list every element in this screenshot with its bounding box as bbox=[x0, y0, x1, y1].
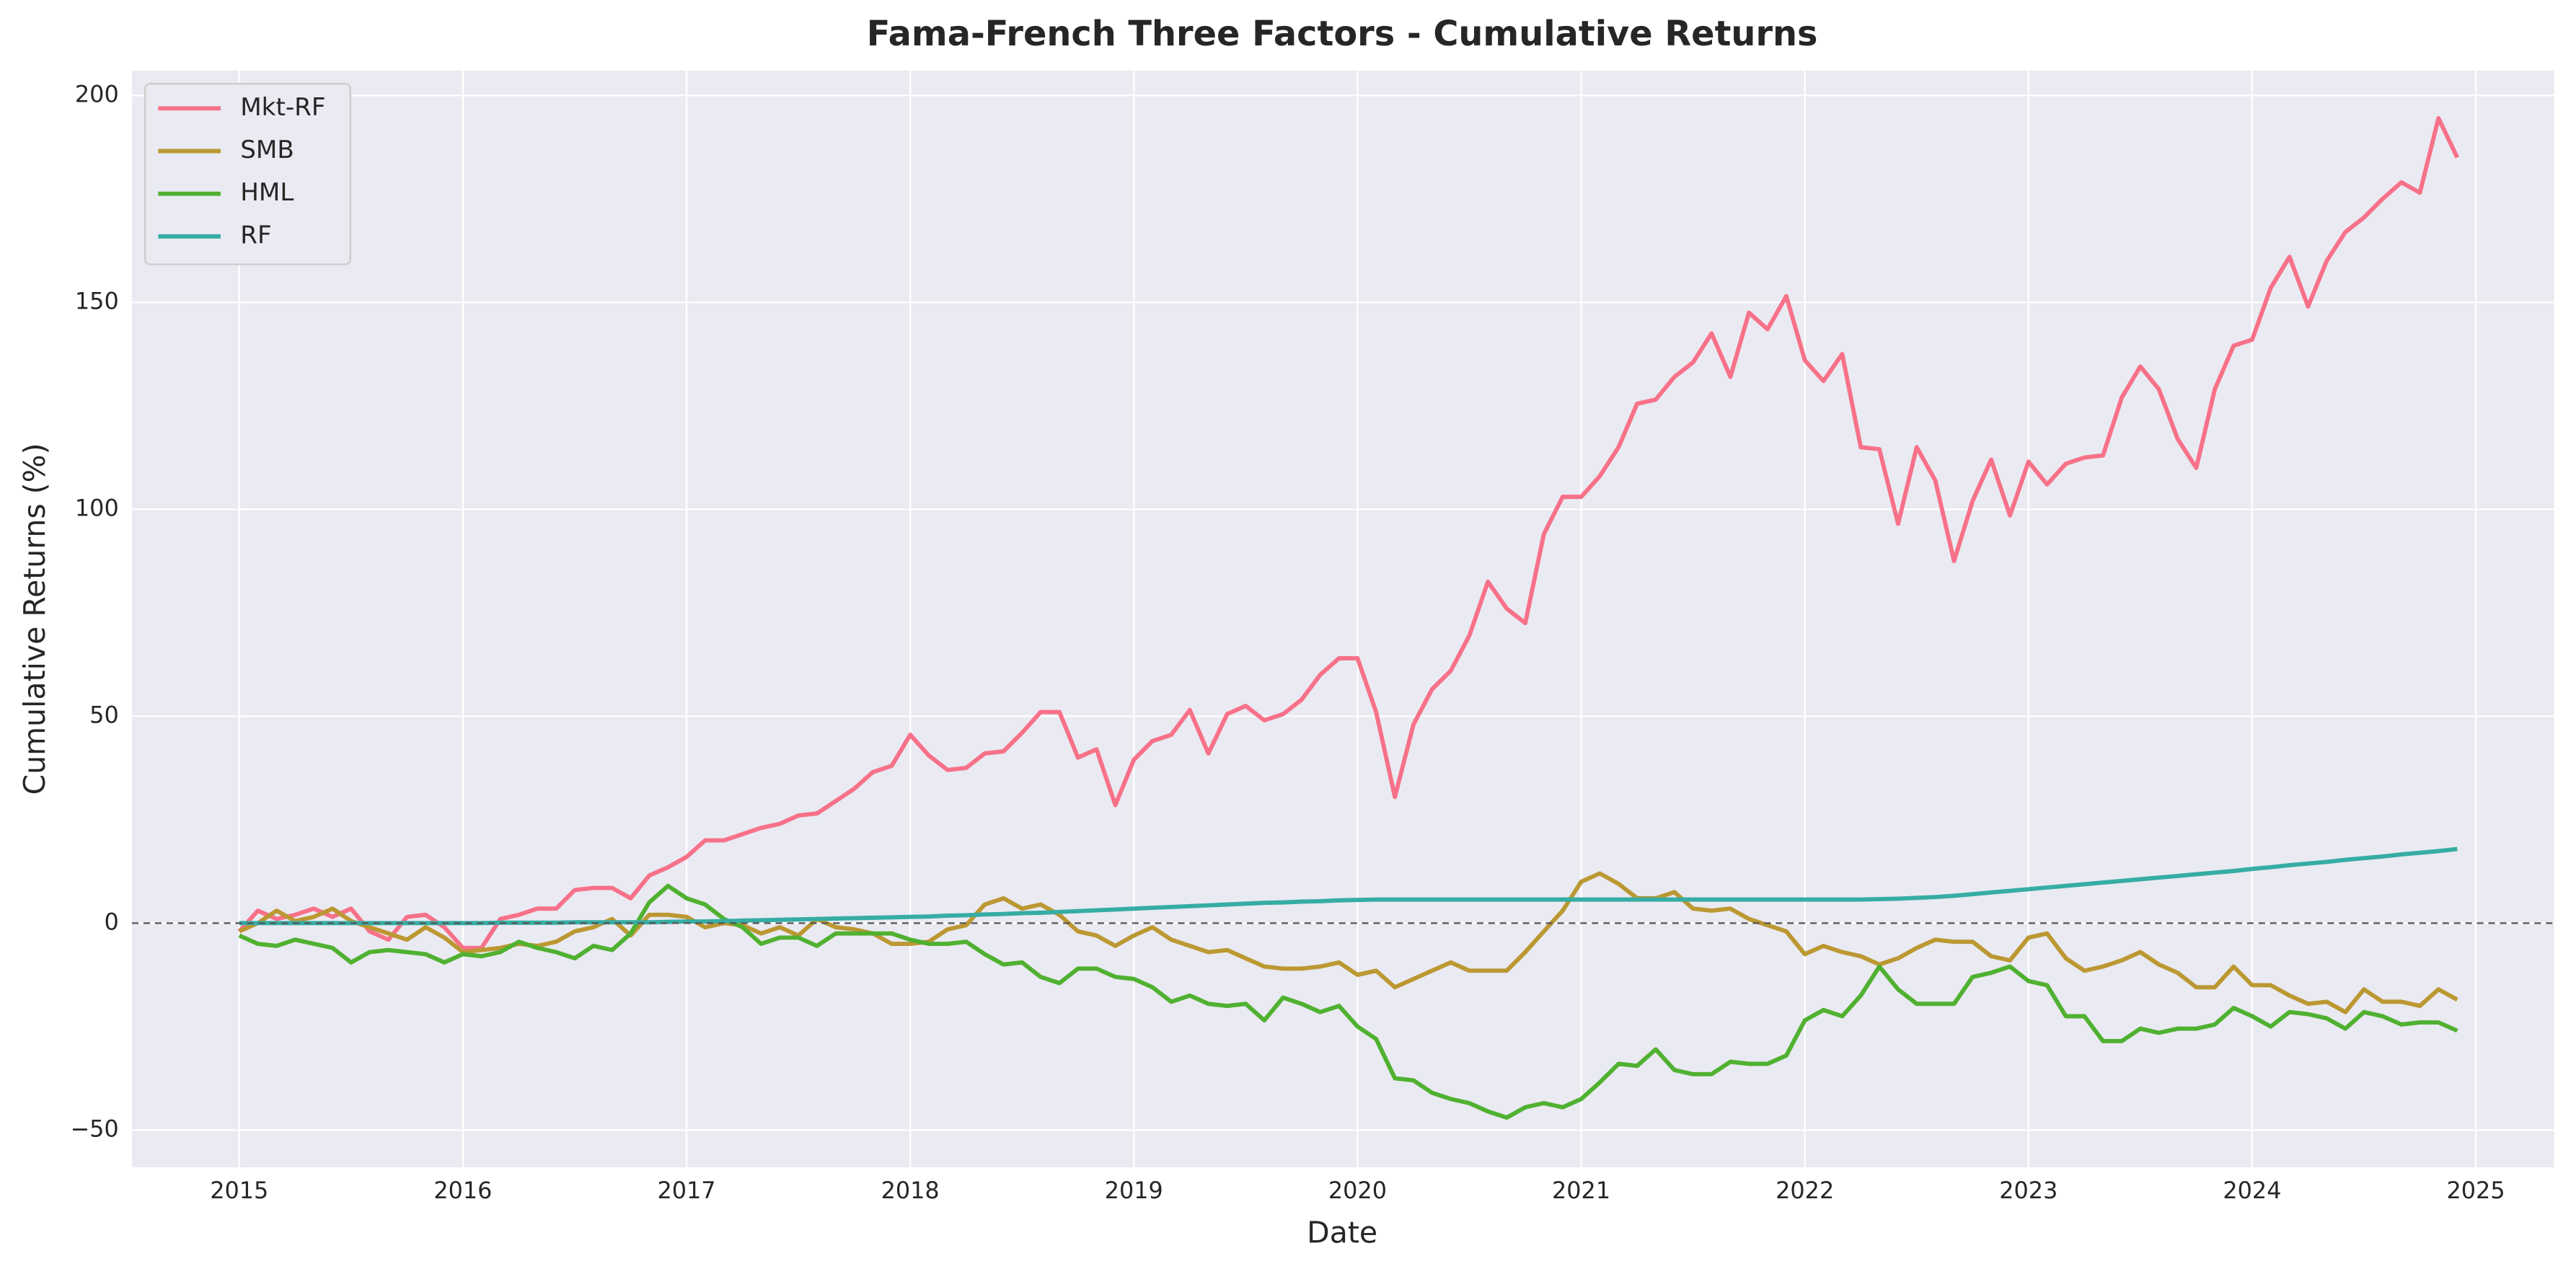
ticks: 2015 2016 2017 2018 2019 2020 2021 2022 2023 2024… bbox=[70, 80, 2505, 1204]
series-line bbox=[237, 115, 2460, 950]
x-tick-label: 2023 bbox=[1999, 1177, 2057, 1204]
x-tick-label: 2018 bbox=[881, 1177, 940, 1204]
y-tick-label: 150 bbox=[75, 287, 119, 314]
x-tick-label: 2025 bbox=[2447, 1177, 2505, 1204]
plot-area bbox=[131, 70, 2554, 1167]
legend: Mkt-RF SMB HML RF bbox=[144, 82, 351, 265]
series-line bbox=[239, 846, 2458, 926]
y-tick-label: −50 bbox=[70, 1115, 118, 1142]
x-axis-label: Date bbox=[1307, 1215, 1377, 1249]
legend-box bbox=[144, 82, 351, 265]
legend-label: HML bbox=[240, 178, 294, 207]
legend-label: SMB bbox=[240, 136, 294, 164]
legend-label: Mkt-RF bbox=[240, 93, 325, 122]
series-line bbox=[238, 883, 2458, 1120]
y-tick-label: 200 bbox=[75, 80, 119, 107]
x-tick-label: 2020 bbox=[1328, 1177, 1387, 1204]
y-tick-label: 50 bbox=[89, 701, 119, 728]
y-tick-label: 0 bbox=[104, 908, 118, 935]
x-tick-label: 2016 bbox=[433, 1177, 492, 1204]
legend-label: RF bbox=[240, 221, 271, 249]
y-tick-label: 100 bbox=[75, 494, 119, 521]
x-tick-label: 2024 bbox=[2223, 1177, 2281, 1204]
lines bbox=[131, 115, 2554, 1120]
y-axis-label: Cumulative Returns (%) bbox=[17, 443, 52, 795]
x-tick-label: 2015 bbox=[210, 1177, 268, 1204]
x-tick-label: 2019 bbox=[1105, 1177, 1163, 1204]
chart-title: Fama-French Three Factors - Cumulative R… bbox=[867, 14, 1818, 54]
x-tick-label: 2017 bbox=[658, 1177, 716, 1204]
x-tick-label: 2021 bbox=[1552, 1177, 1610, 1204]
x-tick-label: 2022 bbox=[1776, 1177, 1834, 1204]
